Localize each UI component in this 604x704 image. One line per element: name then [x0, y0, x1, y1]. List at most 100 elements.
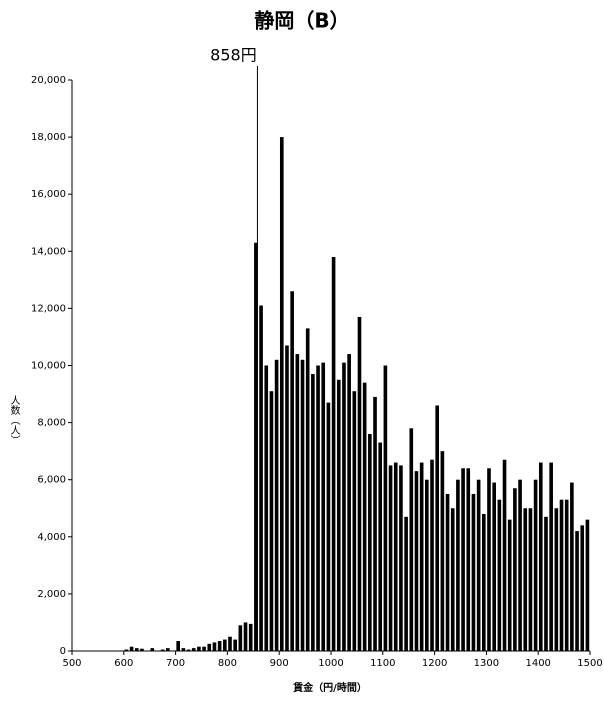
x-tick-label: 1400 [525, 658, 550, 669]
bar [528, 508, 533, 651]
bar [124, 649, 129, 651]
x-tick-label: 1300 [474, 658, 499, 669]
bar [538, 462, 543, 651]
bar [554, 508, 559, 651]
bar [580, 525, 585, 651]
bar [440, 451, 445, 651]
bar [497, 499, 502, 651]
bar [378, 442, 383, 651]
bar [181, 648, 186, 651]
bar [450, 508, 455, 651]
bar [559, 499, 564, 651]
x-tick-label: 1100 [370, 658, 395, 669]
bar [176, 641, 181, 651]
x-axis-label: 賃金（円/時間） [292, 681, 367, 694]
bar [487, 468, 491, 651]
bar [311, 374, 315, 651]
bar [228, 636, 232, 651]
bar [140, 648, 144, 651]
bar [368, 434, 372, 651]
bar [435, 405, 440, 651]
bar [197, 646, 201, 651]
bar [326, 402, 331, 651]
bar [243, 622, 248, 651]
x-tick-label: 1000 [318, 658, 343, 669]
bar [502, 459, 507, 651]
bar [513, 488, 517, 651]
bar [570, 482, 574, 651]
bar [222, 639, 227, 651]
bar [507, 519, 512, 651]
bar [523, 508, 528, 651]
bar [150, 648, 155, 651]
x-tick-label: 1200 [422, 658, 447, 669]
bar [233, 639, 237, 651]
y-tick-label: 8,000 [37, 418, 66, 429]
bar [585, 519, 590, 651]
bar [336, 379, 341, 651]
bar [362, 382, 367, 651]
bar [430, 459, 434, 651]
bar [160, 649, 165, 651]
chart-title: 静岡（B） [254, 9, 349, 33]
bar [471, 493, 476, 651]
bar [274, 359, 279, 651]
bar [321, 362, 326, 651]
bar [414, 471, 419, 651]
bar [202, 646, 206, 651]
bar [269, 391, 274, 651]
y-tick-label: 10,000 [31, 361, 66, 372]
bar [207, 643, 212, 651]
bar [393, 462, 398, 651]
bar [533, 479, 538, 651]
bar [186, 649, 191, 651]
y-tick-label: 0 [60, 646, 66, 657]
y-tick-label: 2,000 [37, 589, 66, 600]
x-tick-label: 900 [270, 658, 289, 669]
y-tick-label: 12,000 [31, 303, 66, 314]
bar [399, 465, 403, 651]
bar [191, 648, 196, 651]
bar [295, 354, 300, 651]
bar [238, 625, 243, 651]
bar [290, 291, 294, 651]
bar [342, 362, 346, 651]
bar [279, 137, 284, 652]
bar [134, 648, 139, 651]
x-tick-label: 500 [62, 658, 81, 669]
bar [549, 462, 553, 651]
x-tick-label: 1500 [577, 658, 602, 669]
bar [285, 345, 289, 651]
bar [456, 479, 460, 651]
bar [461, 468, 465, 651]
bar [373, 396, 377, 651]
y-tick-label: 18,000 [31, 132, 66, 143]
y-tick-label: 4,000 [37, 532, 66, 543]
bar [264, 365, 269, 651]
bar [388, 465, 393, 651]
bar [129, 646, 134, 651]
bar [300, 359, 305, 651]
annotation-text: 858円 [210, 46, 257, 65]
y-axis-label: 人数（人） [8, 395, 20, 445]
y-tick-label: 16,000 [31, 189, 66, 200]
bar [166, 648, 170, 651]
bar [254, 242, 258, 652]
bar [564, 499, 569, 651]
bar [347, 354, 351, 651]
x-tick-label: 600 [114, 658, 133, 669]
y-tick-label: 20,000 [31, 75, 66, 86]
bar [212, 642, 217, 651]
bar [217, 641, 222, 651]
x-tick-label: 700 [166, 658, 185, 669]
bar [259, 305, 263, 651]
bar [544, 516, 548, 651]
bar [305, 328, 310, 651]
bar [383, 365, 388, 651]
bar [316, 365, 320, 651]
bar [357, 316, 362, 651]
bar [476, 479, 481, 651]
y-tick-label: 14,000 [31, 246, 66, 257]
bar [466, 468, 471, 651]
